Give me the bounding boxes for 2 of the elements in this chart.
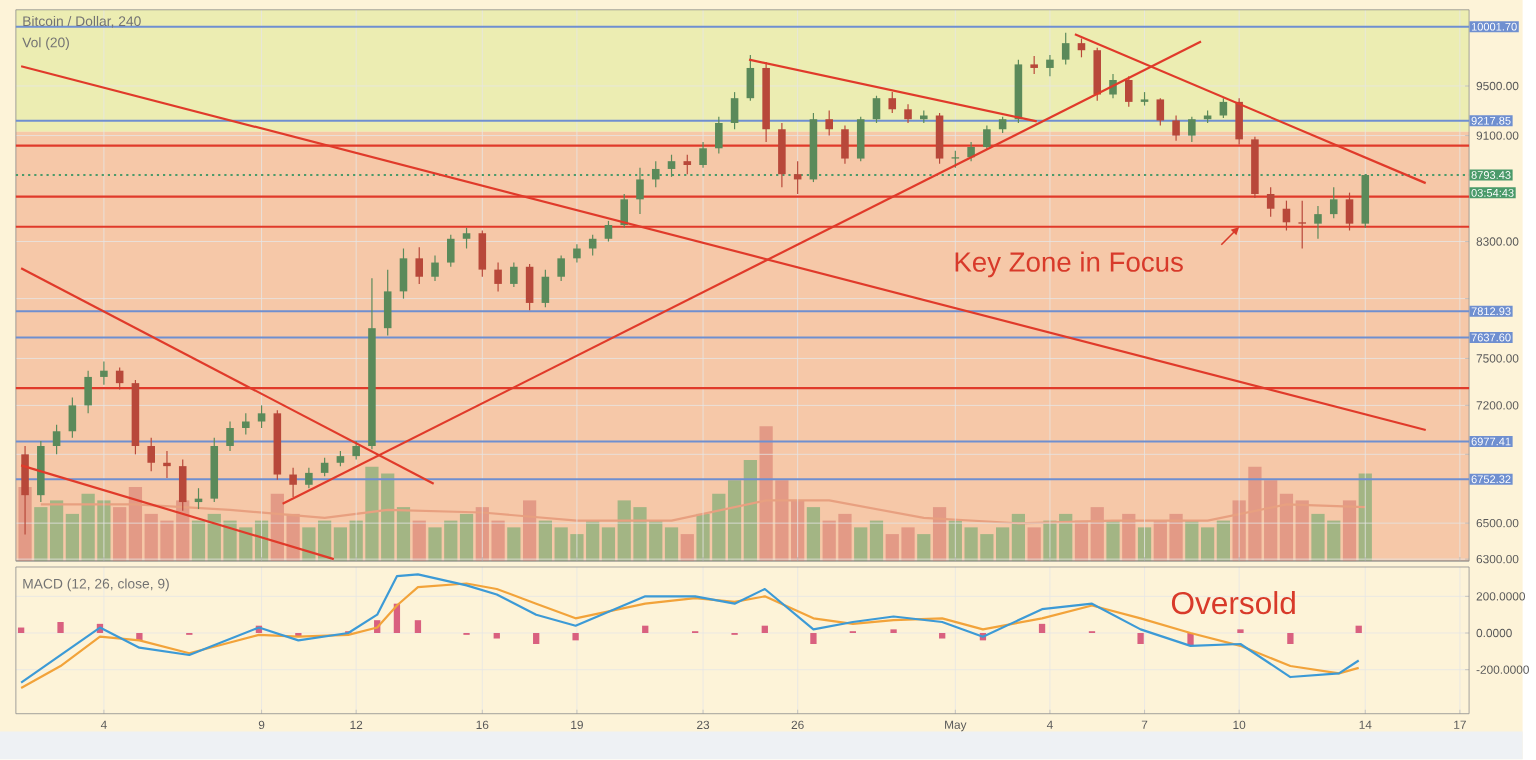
annotation: Key Zone in Focus [955, 251, 1183, 278]
annotation: Oversold [1171, 591, 1295, 615]
